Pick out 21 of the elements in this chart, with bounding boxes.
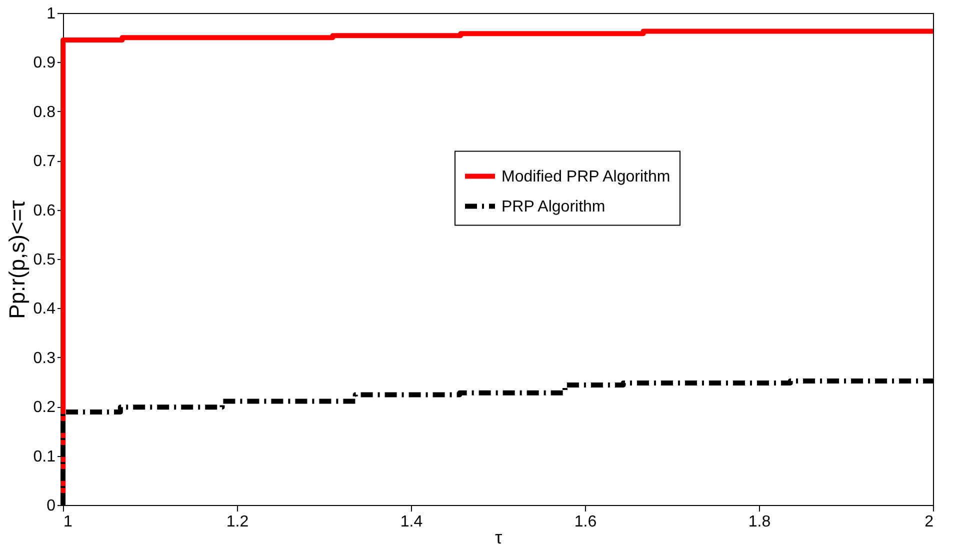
y-axis-title: Pp:r(p,s)<=τ [4,200,30,319]
y-tick-label: 0.2 [33,399,56,416]
y-tick-label: 0 [46,498,56,514]
y-tick-label: 0.9 [33,54,56,72]
x-tick-label: 2 [924,514,934,530]
x-tick-label: 1.4 [400,514,423,530]
y-tick-label: 0.4 [33,300,56,318]
y-tick-label: 0.1 [33,448,56,466]
x-tick-label: 1.2 [226,514,249,530]
x-tick-label: 1.6 [574,514,597,530]
legend-label: PRP Algorithm [502,198,606,216]
legend-label: Modified PRP Algorithm [502,168,670,186]
y-tick-label: 0.7 [33,153,56,170]
y-tick-label: 0.8 [33,104,56,121]
x-axis-title: τ [494,528,502,548]
y-tick-label: 0.3 [33,350,56,367]
x-tick-label: 1 [64,514,72,530]
y-tick-label: 0.6 [33,202,56,220]
x-tick-label: 1.8 [748,514,771,530]
y-tick-label: 1 [46,6,56,22]
y-tick-label: 0.5 [33,252,56,268]
